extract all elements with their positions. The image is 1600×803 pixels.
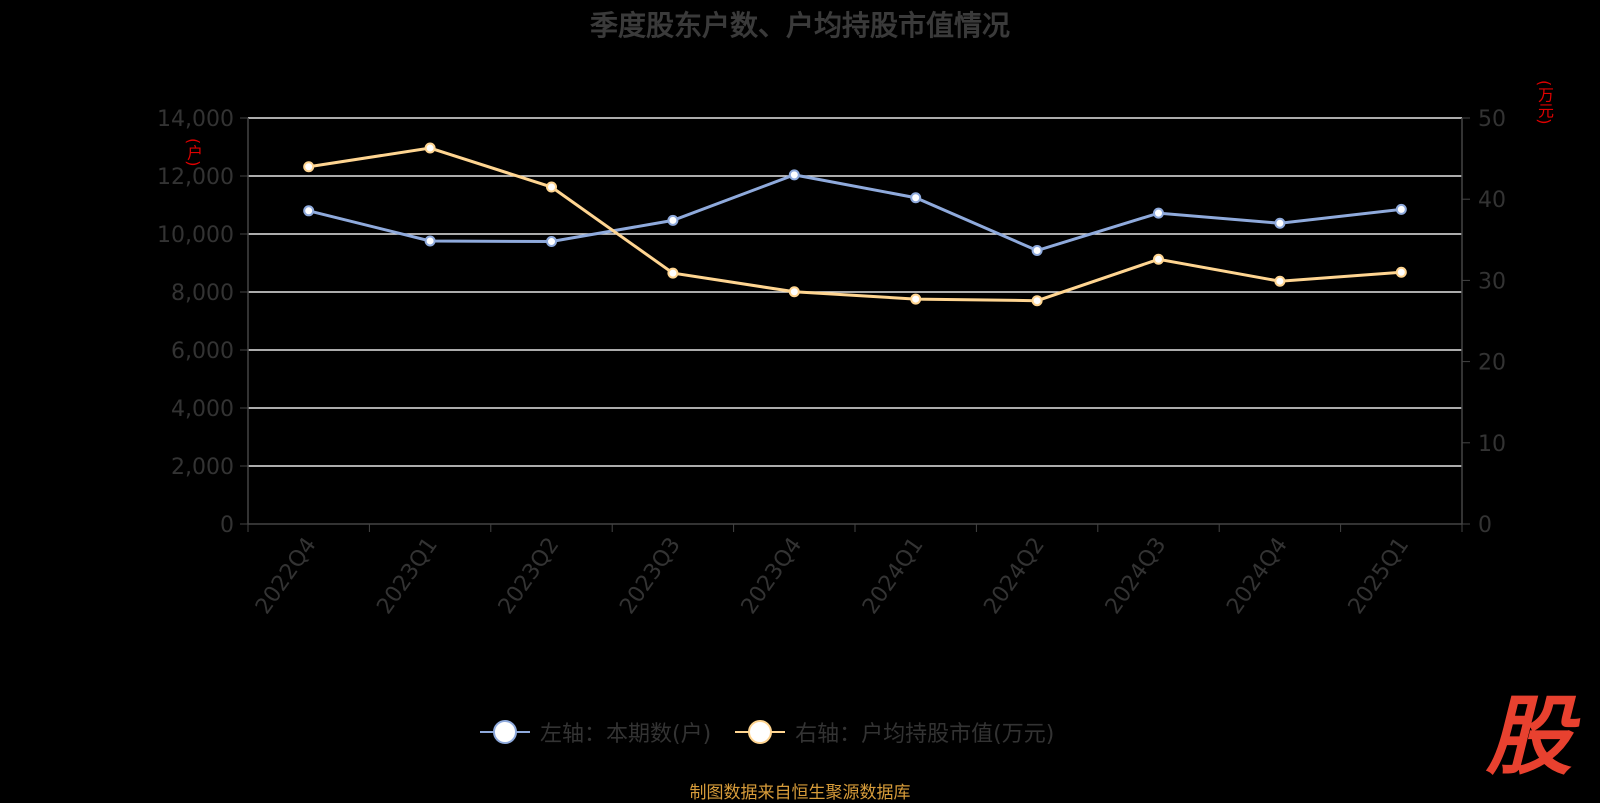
left-tick-label: 0 bbox=[220, 513, 234, 538]
legend-label-households: 左轴：本期数(户) bbox=[540, 722, 712, 747]
data-point bbox=[424, 235, 436, 247]
left-tick-label: 8,000 bbox=[171, 281, 234, 306]
right-tick-label: 30 bbox=[1478, 269, 1506, 294]
data-point bbox=[1395, 203, 1407, 215]
x-tick-label: 2022Q4 bbox=[251, 533, 322, 619]
right-axis-unit: (万元) bbox=[1535, 80, 1554, 125]
right-tick-label: 20 bbox=[1478, 351, 1506, 376]
data-point bbox=[546, 181, 557, 193]
data-point bbox=[546, 236, 557, 248]
data-point bbox=[667, 214, 679, 226]
brand-logo: 股 bbox=[1486, 687, 1572, 787]
data-point bbox=[1031, 295, 1043, 307]
data-point bbox=[1395, 266, 1407, 278]
x-tick-label: 2023Q3 bbox=[615, 533, 686, 619]
left-axis-unit: (户) bbox=[184, 138, 203, 167]
left-tick-label: 10,000 bbox=[157, 223, 234, 248]
series-line bbox=[308, 146, 1402, 303]
x-tick-label: 2024Q2 bbox=[979, 533, 1050, 619]
left-tick-label: 14,000 bbox=[157, 107, 234, 132]
legend-label-avg-value: 右轴：户均持股市值(万元) bbox=[795, 722, 1055, 747]
right-tick-label: 40 bbox=[1478, 188, 1506, 213]
left-tick-label: 2,000 bbox=[171, 455, 234, 480]
data-point bbox=[1274, 275, 1286, 287]
x-tick-label: 2024Q1 bbox=[858, 533, 929, 619]
data-source-note: 制图数据来自恒生聚源数据库 bbox=[689, 783, 911, 803]
left-tick-label: 4,000 bbox=[171, 397, 234, 422]
x-tick-label: 2023Q2 bbox=[494, 533, 565, 619]
data-point bbox=[424, 142, 436, 154]
x-tick-label: 2024Q4 bbox=[1222, 533, 1293, 619]
right-tick-label: 0 bbox=[1478, 513, 1492, 538]
legend-item-households[interactable]: 左轴：本期数(户) bbox=[480, 716, 711, 748]
data-point bbox=[788, 286, 800, 298]
chart-legend: 左轴：本期数(户) 右轴：户均持股市值(万元) bbox=[480, 716, 1078, 748]
data-point bbox=[910, 192, 922, 204]
x-tick-label: 2023Q4 bbox=[737, 533, 808, 619]
data-point bbox=[303, 161, 315, 173]
series-line bbox=[308, 173, 1402, 253]
data-point bbox=[1153, 253, 1164, 265]
x-tick-label: 2024Q3 bbox=[1101, 533, 1172, 619]
right-tick-label: 10 bbox=[1478, 432, 1506, 457]
left-tick-label: 12,000 bbox=[157, 165, 234, 190]
legend-swatch-avg-value bbox=[735, 719, 786, 745]
data-point bbox=[667, 267, 679, 279]
left-tick-label: 6,000 bbox=[171, 339, 234, 364]
right-tick-label: 50 bbox=[1478, 107, 1506, 132]
data-point bbox=[788, 169, 800, 181]
data-point bbox=[910, 293, 922, 305]
data-point bbox=[303, 205, 315, 217]
chart-title: 季度股东户数、户均持股市值情况 bbox=[589, 9, 1010, 42]
data-point bbox=[1031, 245, 1043, 257]
data-point bbox=[1153, 207, 1164, 219]
x-tick-label: 2025Q1 bbox=[1344, 533, 1415, 619]
data-point bbox=[1274, 217, 1286, 229]
x-tick-label: 2023Q1 bbox=[372, 533, 443, 619]
legend-swatch-households bbox=[480, 719, 530, 745]
legend-item-avg-value[interactable]: 右轴：户均持股市值(万元) bbox=[735, 716, 1054, 748]
